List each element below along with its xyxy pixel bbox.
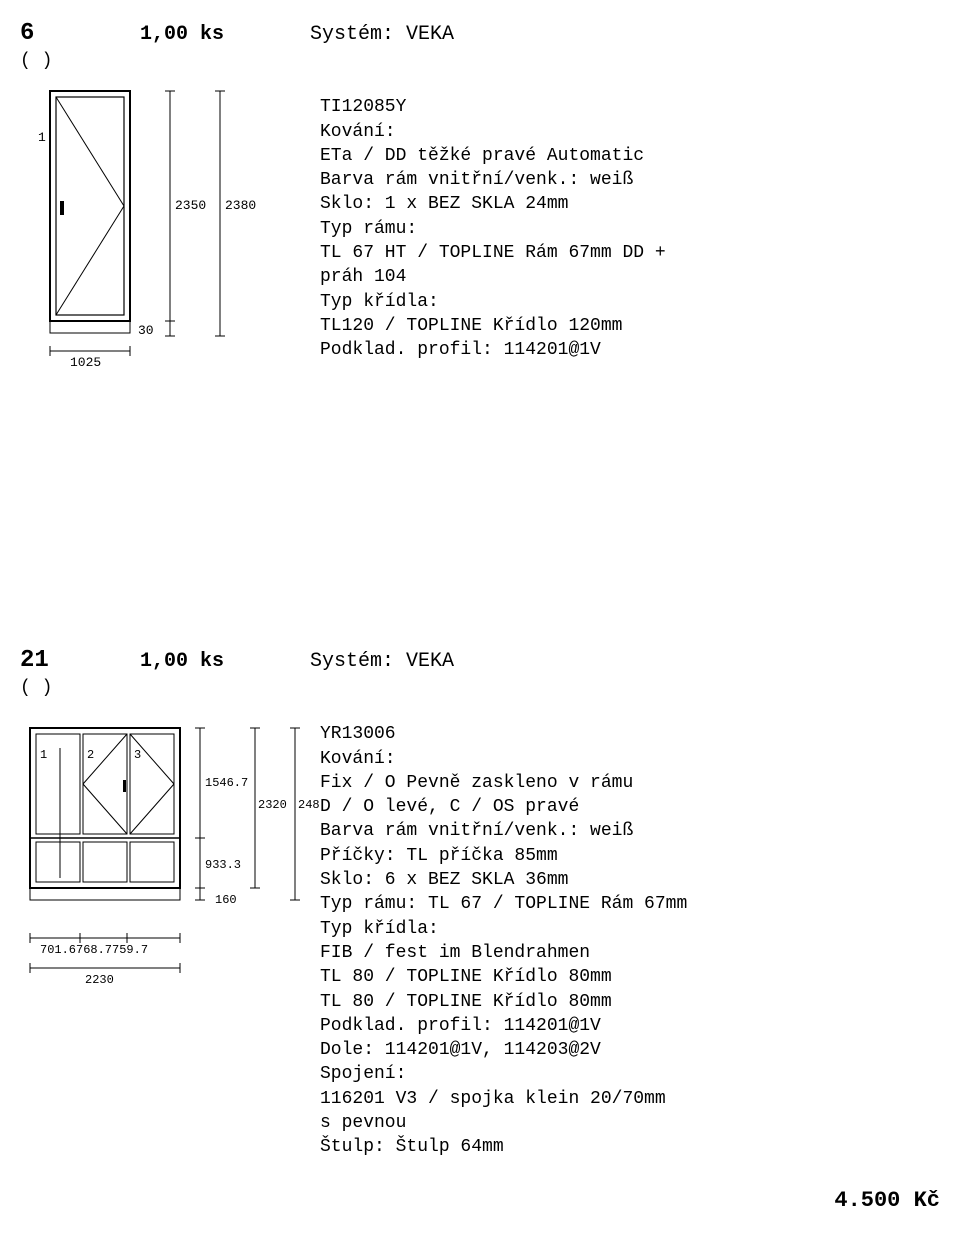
system-label: Systém: VEKA bbox=[310, 650, 454, 673]
spec-text-2: YR13006 Kování: Fix / O Pevně zaskleno v… bbox=[320, 674, 940, 1184]
sill-label: 30 bbox=[138, 323, 154, 338]
h-bot1: 933.3 bbox=[205, 858, 241, 872]
h-bot2: 160 bbox=[215, 893, 237, 907]
width-label: 1025 bbox=[70, 355, 101, 370]
header-row-1: 6 1,00 ks Systém: VEKA bbox=[20, 20, 940, 47]
system-label: Systém: VEKA bbox=[310, 23, 454, 46]
spec-text-1: TI12085Y Kování: ETa / DD těžké pravé Au… bbox=[320, 47, 940, 387]
door-diagram: 1 1025 2350 2380 bbox=[20, 81, 320, 387]
pane-label: 2 bbox=[87, 748, 94, 762]
pane-label: 3 bbox=[134, 748, 141, 762]
position-number: 6 bbox=[20, 20, 140, 47]
h-total: 2480 bbox=[298, 798, 320, 812]
pane-label: 1 bbox=[40, 748, 47, 762]
window-diagram: 1 2 3 701.6768.7759.7 2230 bbox=[20, 708, 320, 1024]
left-column-2: ( ) bbox=[20, 674, 320, 1024]
h2-label: 2380 bbox=[225, 198, 256, 213]
width-segments: 701.6768.7759.7 bbox=[40, 943, 148, 957]
header-row-2: 21 1,00 ks Systém: VEKA bbox=[20, 647, 940, 674]
price: 4.500 Kč bbox=[20, 1188, 940, 1213]
left-column-1: ( ) 1 1025 bbox=[20, 47, 320, 387]
width-total: 2230 bbox=[85, 973, 114, 987]
quantity: 1,00 ks bbox=[140, 23, 310, 46]
item-block-1: 6 1,00 ks Systém: VEKA ( ) 1 bbox=[20, 20, 940, 387]
quantity: 1,00 ks bbox=[140, 650, 310, 673]
item-block-2: 21 1,00 ks Systém: VEKA ( ) bbox=[20, 647, 940, 1213]
h-mid: 2320 bbox=[258, 798, 287, 812]
pane-label-1: 1 bbox=[38, 130, 46, 145]
position-number: 21 bbox=[20, 647, 140, 674]
h-top: 1546.7 bbox=[205, 776, 248, 790]
paren-placeholder: ( ) bbox=[20, 51, 320, 71]
paren-placeholder: ( ) bbox=[20, 678, 320, 698]
h1-label: 2350 bbox=[175, 198, 206, 213]
